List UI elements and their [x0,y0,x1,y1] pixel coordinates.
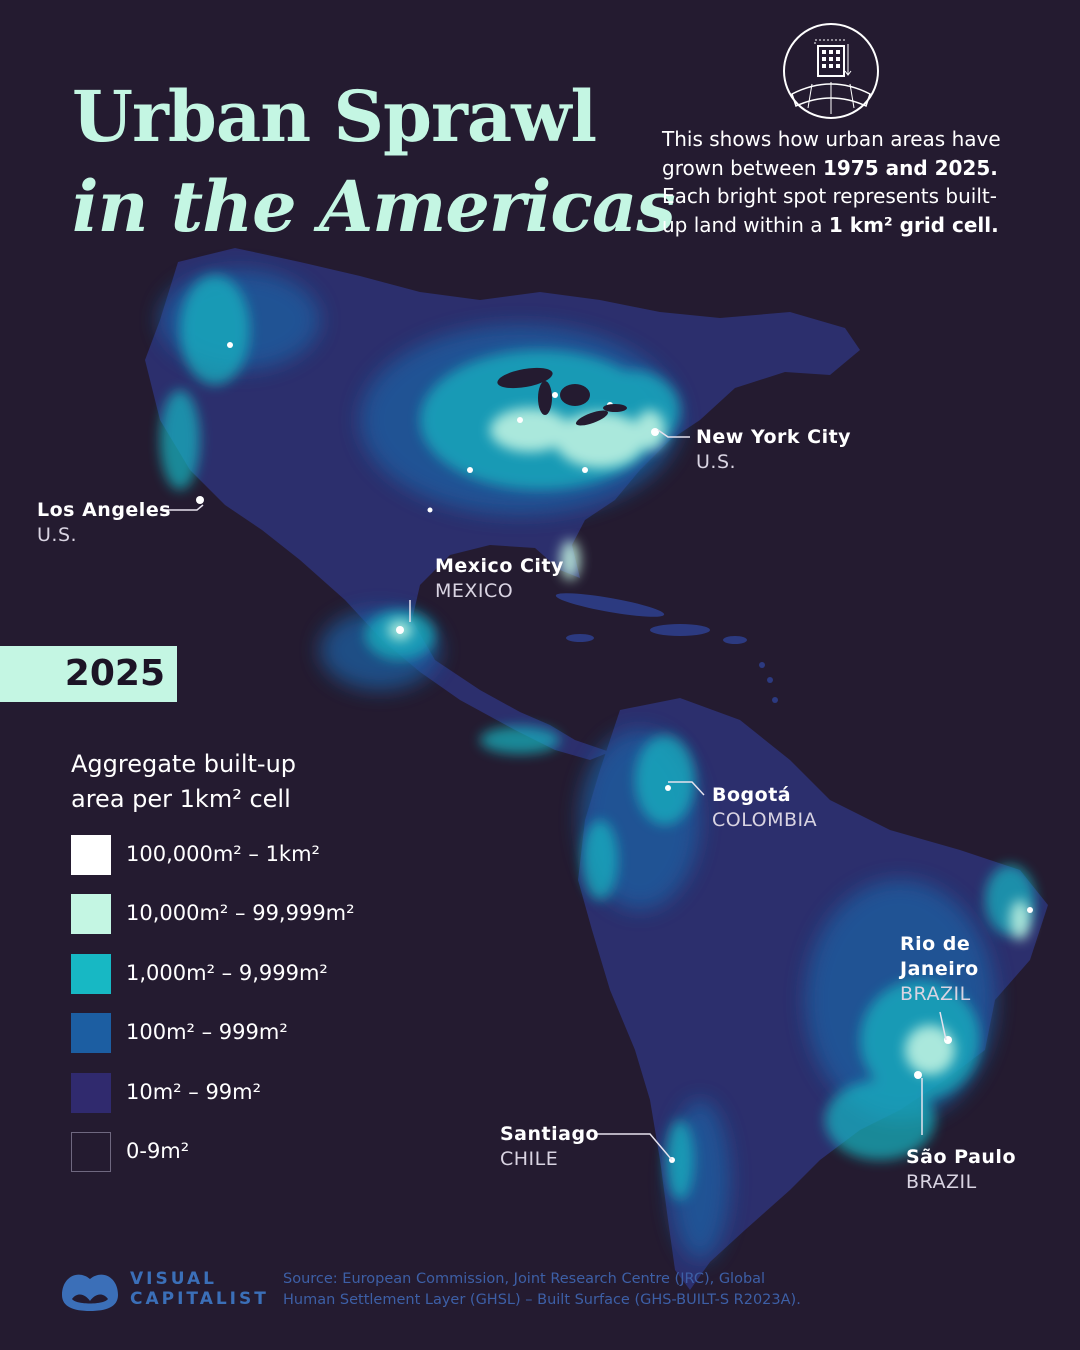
legend-label: 0-9m² [126,1139,190,1163]
leader-bogota [668,781,705,796]
city-label-mexico-city: Mexico City MEXICO [435,554,564,604]
legend-swatch [71,954,111,994]
leader-rio [939,1011,947,1041]
logo-line-2: CAPITALIST [130,1289,269,1309]
leader-new-york [657,429,690,438]
city-name: Rio de Janeiro [900,933,979,980]
city-country: COLOMBIA [712,809,818,831]
legend-label: 100,000m² – 1km² [126,842,320,866]
city-country: MEXICO [435,580,514,602]
leader-los-angeles [160,504,204,511]
city-label-sao-paulo: São Paulo BRAZIL [906,1145,1016,1195]
city-name: Los Angeles [37,499,172,521]
grid-globe-icon [783,23,879,119]
legend-label: 1,000m² – 9,999m² [126,961,328,985]
city-name: São Paulo [906,1146,1017,1168]
caribbean-islands [555,593,778,703]
great-lakes [497,367,627,426]
city-country: U.S. [37,524,78,546]
legend-label: 100m² – 999m² [126,1020,288,1044]
city-name: New York City [696,426,852,448]
city-name: Santiago [500,1123,600,1145]
title-line-2: in the Americas [72,165,676,248]
logo-line-1: VISUAL [130,1269,217,1289]
city-name: Mexico City [435,555,564,577]
legend-swatch [71,894,111,934]
legend-label: 10m² – 99m² [126,1080,262,1104]
logo-wordmark: VISUAL CAPITALIST [130,1269,269,1309]
city-lights [196,342,1033,1163]
leader-lines [160,429,947,1161]
city-label-los-angeles: Los Angeles U.S. [37,498,171,548]
intro-part-2: Each bright spot represents built-up lan… [662,184,997,237]
city-label-santiago: Santiago CHILE [500,1122,599,1172]
legend-title: Aggregate built-up area per 1km² cell [71,750,297,813]
title-line-1: Urban Sprawl [72,75,597,158]
leader-santiago [596,1133,673,1161]
city-label-bogota: Bogotá COLOMBIA [712,783,817,833]
intro-text: This shows how urban areas have grown be… [662,125,1022,239]
city-country: CHILE [500,1148,559,1170]
builtup-very-high [388,408,1030,1075]
legend-label: 10,000m² – 99,999m² [126,901,355,925]
legend-swatch [71,835,111,875]
intro-years: 1975 and 2025. [822,155,998,180]
city-label-rio-de-janeiro: Rio de Janeiro BRAZIL [900,932,995,1007]
city-country: BRAZIL [900,983,971,1005]
year-banner: 2025 [0,646,177,702]
page-title: Urban Sprawl in the Americas [72,72,676,252]
city-label-new-york: New York City U.S. [696,425,851,475]
city-country: U.S. [696,451,737,473]
visual-capitalist-logo: VISUAL CAPITALIST [58,1265,278,1315]
city-name: Bogotá [712,784,792,806]
city-country: BRAZIL [906,1171,977,1193]
intro-part-1: This shows how urban areas have grown be… [662,127,1001,180]
legend-swatch [71,1073,111,1113]
americas-map [145,248,1048,1290]
source-note: Source: European Commission, Joint Resea… [283,1271,801,1308]
logo-mark-icon [62,1274,118,1311]
legend-swatch [71,1132,111,1172]
intro-cell: 1 km² grid cell. [828,212,999,237]
legend-swatch [71,1013,111,1053]
